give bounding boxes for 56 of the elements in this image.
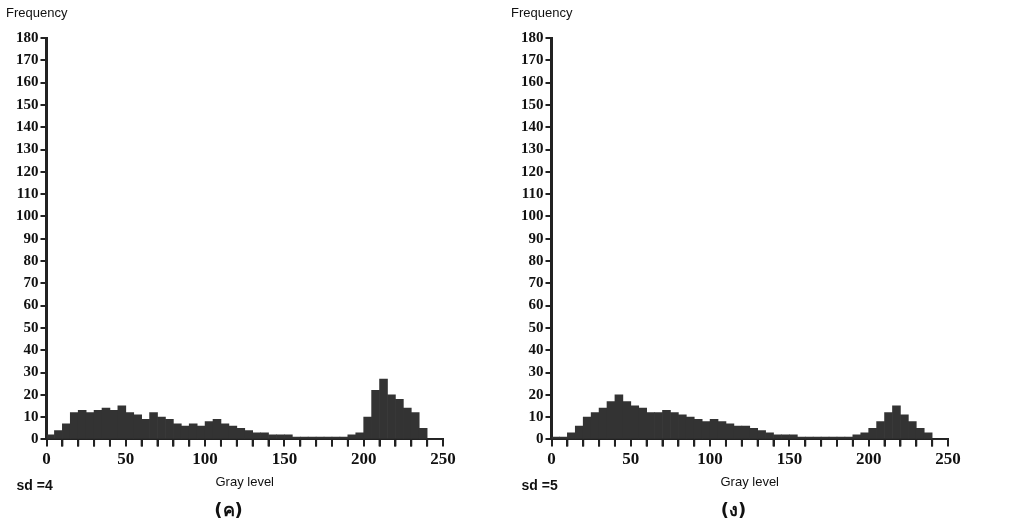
y-tick-label: 160 — [16, 73, 39, 90]
text: (ค) — [214, 498, 243, 520]
y-tick-label: 140 — [521, 118, 544, 135]
x-tick-label: 250 — [935, 448, 961, 468]
y-tick-label: 50 — [528, 318, 544, 335]
y-tick-label: 90 — [528, 229, 544, 246]
x-tick-label: 200 — [350, 448, 377, 468]
y-tick-label: 60 — [23, 296, 39, 313]
y-tick-label: 70 — [528, 274, 544, 291]
y-tick-label: 40 — [23, 341, 39, 358]
x-tick-label: 200 — [855, 448, 882, 468]
y-tick-label: 120 — [521, 162, 544, 179]
y-tick-label: 10 — [528, 407, 544, 424]
y-tick-label: 110 — [521, 184, 544, 201]
y-tick-label: 170 — [521, 51, 544, 68]
y-tick-label: 180 — [521, 28, 544, 45]
y-tick-label: 40 — [528, 341, 544, 358]
x-tick-label: 250 — [430, 448, 456, 468]
text: sd =5 — [521, 477, 558, 494]
y-tick-label: 180 — [16, 28, 39, 45]
y-tick-label: 0 — [536, 430, 544, 447]
y-tick-label: 130 — [521, 140, 544, 157]
y-tick-label: 30 — [23, 363, 39, 380]
y-tick-label: 150 — [16, 95, 39, 112]
y-axis-title: Frequency — [6, 5, 68, 21]
x-tick-label: 50 — [622, 448, 640, 468]
y-tick-label: 20 — [528, 385, 544, 402]
y-tick-label: 90 — [23, 229, 39, 246]
y-axis-title: Frequency — [511, 5, 573, 21]
y-tick-label: 10 — [23, 407, 39, 424]
y-tick-label: 170 — [16, 51, 39, 68]
y-tick-label: 70 — [23, 274, 39, 291]
x-tick-label: 100 — [192, 448, 218, 468]
y-tick-label: 150 — [521, 95, 544, 112]
y-tick-label: 100 — [16, 207, 39, 224]
y-tick-label: 20 — [23, 385, 39, 402]
x-tick-label: 50 — [117, 448, 135, 468]
x-tick-label: 150 — [271, 448, 298, 468]
y-tick-label: 50 — [23, 318, 39, 335]
x-axis-title: Gray level — [215, 474, 275, 490]
y-tick-label: 80 — [528, 251, 544, 268]
text: sd =4 — [16, 477, 53, 494]
y-tick-label: 80 — [23, 251, 39, 268]
y-tick-label: 120 — [16, 162, 39, 179]
text: (ง) — [720, 498, 747, 520]
y-tick-label: 60 — [528, 296, 544, 313]
y-tick-label: 100 — [521, 207, 544, 224]
y-tick-label: 30 — [528, 363, 544, 380]
x-tick-label: 150 — [776, 448, 803, 468]
x-tick-label: 100 — [697, 448, 723, 468]
x-axis-title: Gray level — [720, 474, 780, 490]
y-tick-label: 0 — [31, 430, 39, 447]
y-tick-label: 110 — [16, 184, 39, 201]
y-tick-label: 130 — [16, 140, 39, 157]
y-tick-label: 160 — [521, 73, 544, 90]
y-tick-label: 140 — [16, 118, 39, 135]
